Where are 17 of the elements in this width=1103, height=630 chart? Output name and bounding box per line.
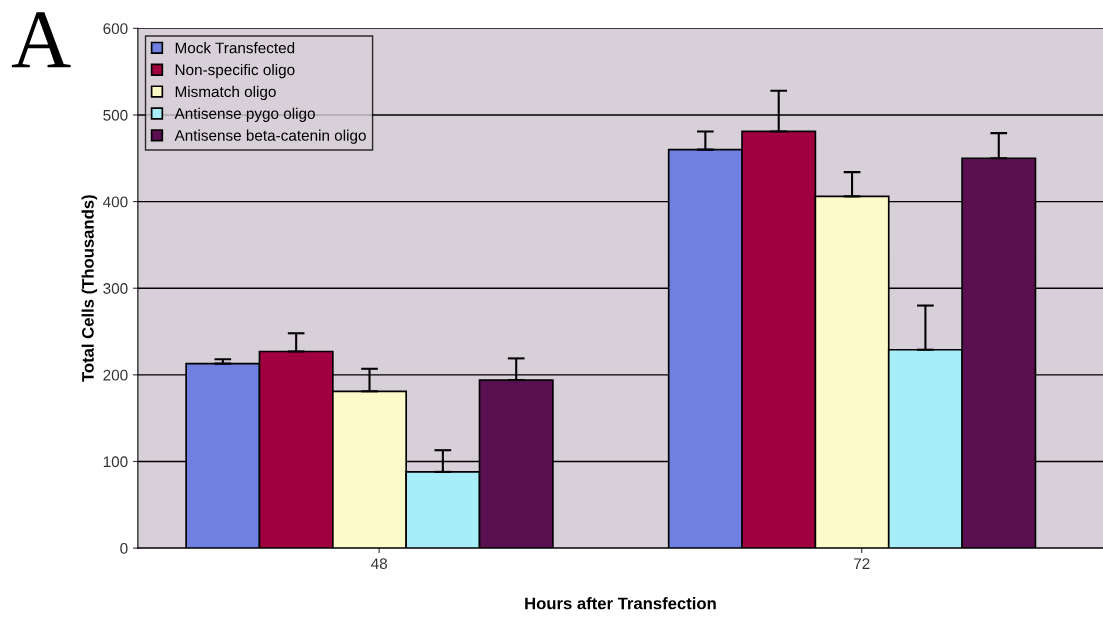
y-tick-label: 600 [103,23,128,35]
y-tick-label: 400 [103,196,128,208]
legend-label: Mock Transfected [175,42,295,54]
y-tick-label: 300 [103,283,128,294]
legend-label: Antisense beta-catenin oligo [174,129,366,144]
y-tick-label: 0 [120,542,128,554]
y-tick-label: 500 [103,109,128,121]
legend-label: Non-specific oligo [175,63,295,79]
x-tick-label: 48 [371,558,387,570]
x-axis-title: Hours after Transfection [525,597,716,610]
legend-label: Mismatch oligo [175,85,276,101]
text: A [11,12,71,68]
x-tick-label: 72 [854,558,870,569]
y-tick-label: 200 [103,369,128,381]
y-axis-title: Total Cells (Thousands) [81,195,98,382]
legend-label: Antisense pygo oligo [174,107,315,122]
y-tick-label: 100 [103,456,128,468]
